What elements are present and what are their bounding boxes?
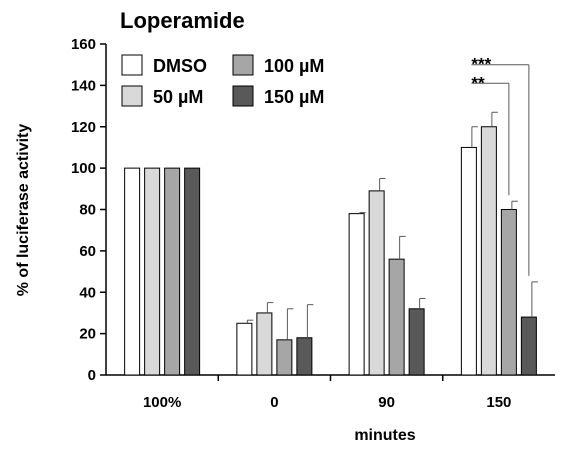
x-tick-label: 90 bbox=[378, 394, 395, 411]
y-tick-label: 40 bbox=[79, 284, 96, 301]
bar bbox=[480, 126, 497, 376]
legend-swatch bbox=[121, 85, 143, 107]
x-axis: 100% 0 90 150 bbox=[106, 374, 555, 411]
y-tick-label: 20 bbox=[79, 326, 96, 343]
legend-label: 100 µM bbox=[264, 56, 324, 76]
bar bbox=[276, 339, 293, 376]
chart-title: Loperamide bbox=[120, 8, 245, 33]
legend-label: DMSO bbox=[153, 56, 207, 76]
bar bbox=[124, 167, 141, 376]
legend-swatch bbox=[232, 54, 254, 76]
bar bbox=[408, 308, 425, 376]
error-bars bbox=[246, 111, 538, 340]
y-tick-label: 100 bbox=[71, 160, 96, 177]
bar bbox=[520, 316, 537, 376]
bar bbox=[368, 190, 385, 376]
bar bbox=[500, 209, 517, 376]
bar bbox=[460, 146, 477, 376]
bar bbox=[144, 167, 161, 376]
legend: DMSO 50 µM 100 µM 150 µM bbox=[121, 54, 324, 107]
bar bbox=[388, 258, 405, 376]
y-tick-label: 0 bbox=[88, 367, 96, 384]
significance-label: ** bbox=[471, 73, 485, 92]
y-tick-label: 80 bbox=[79, 202, 96, 219]
legend-swatch bbox=[121, 54, 143, 76]
bar bbox=[164, 167, 181, 376]
y-axis-label: % of luciferase activity bbox=[15, 124, 32, 297]
x-tick-label: 100% bbox=[143, 394, 181, 411]
x-tick-label: 150 bbox=[486, 394, 511, 411]
bar bbox=[236, 322, 253, 376]
significance-annotations: ***** bbox=[471, 55, 530, 276]
y-tick-label: 60 bbox=[79, 243, 96, 260]
y-tick-label: 160 bbox=[71, 36, 96, 53]
legend-label: 150 µM bbox=[264, 87, 324, 107]
bar bbox=[348, 213, 365, 376]
y-axis: 0 20 40 60 80 100 120 140 160 bbox=[71, 36, 107, 384]
x-axis-label: minutes bbox=[354, 427, 415, 444]
bar bbox=[296, 337, 313, 376]
significance-label: *** bbox=[471, 55, 491, 74]
legend-swatch bbox=[232, 85, 254, 107]
x-tick-label: 0 bbox=[270, 394, 278, 411]
bar bbox=[256, 312, 273, 376]
bar bbox=[184, 167, 201, 376]
bars bbox=[124, 126, 537, 376]
legend-label: 50 µM bbox=[153, 87, 203, 107]
y-tick-label: 120 bbox=[71, 119, 96, 136]
y-tick-label: 140 bbox=[71, 77, 96, 94]
